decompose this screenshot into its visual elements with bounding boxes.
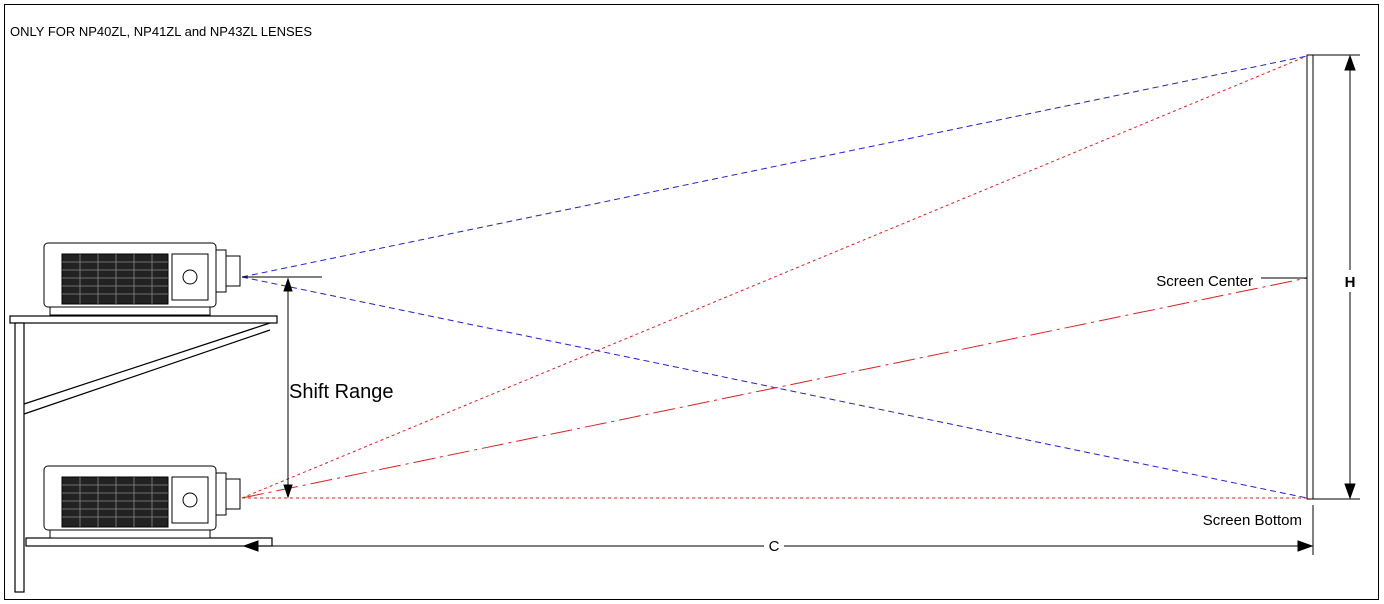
screen-bottom-label: Screen Bottom [1203, 512, 1302, 529]
height-label: H [1345, 274, 1356, 291]
screen-center-label: Screen Center [1156, 273, 1253, 290]
diagram-frame [4, 4, 1379, 600]
distance-dimension [242, 505, 1314, 555]
projector-bottom-icon [43, 465, 241, 539]
mounting-shelf [9, 315, 278, 593]
projector-top-icon [43, 242, 241, 316]
distance-label: C [769, 538, 780, 555]
shift-range-dimension [283, 277, 293, 499]
header-note: ONLY FOR NP40ZL, NP41ZL and NP43ZL LENSE… [10, 24, 312, 39]
height-dimension [1313, 54, 1360, 500]
shift-range-label: Shift Range [289, 381, 394, 403]
projection-screen-icon [1306, 54, 1314, 500]
bottom-projector-rays [241, 55, 1308, 499]
